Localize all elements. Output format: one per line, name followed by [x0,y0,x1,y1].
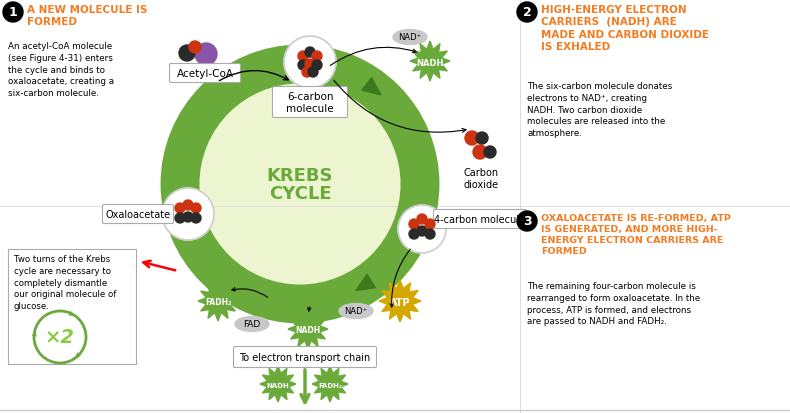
Circle shape [189,42,201,54]
FancyArrowPatch shape [330,48,416,66]
Circle shape [417,214,427,224]
Text: FADH₂: FADH₂ [318,382,342,388]
Circle shape [425,230,435,240]
Circle shape [183,201,193,211]
Text: The six-carbon molecule donates
electrons to NAD⁺, creating
NADH. Two carbon dio: The six-carbon molecule donates electron… [527,82,672,138]
Text: ATP: ATP [389,297,410,307]
Ellipse shape [339,304,373,319]
Text: ×2: ×2 [45,328,75,347]
Circle shape [312,52,322,62]
Polygon shape [362,78,381,96]
Circle shape [465,132,479,146]
Circle shape [517,211,537,231]
Circle shape [398,206,446,254]
FancyBboxPatch shape [170,64,240,83]
Text: NADH: NADH [267,382,289,388]
Circle shape [298,52,308,62]
Text: Carbon
dioxide: Carbon dioxide [464,168,498,189]
FancyArrowPatch shape [307,307,311,311]
Circle shape [192,77,408,292]
Circle shape [175,214,185,223]
Circle shape [409,219,419,230]
Text: NADH: NADH [295,326,321,335]
Circle shape [183,212,193,223]
Text: NAD⁺: NAD⁺ [344,307,367,316]
FancyBboxPatch shape [234,347,377,368]
Circle shape [308,68,318,78]
Polygon shape [260,366,296,402]
Polygon shape [379,280,421,322]
Text: NADH: NADH [416,58,444,67]
Circle shape [284,37,336,89]
Circle shape [312,61,322,71]
Circle shape [162,189,214,240]
FancyArrowPatch shape [333,81,466,133]
Circle shape [305,60,315,70]
FancyArrowPatch shape [232,288,268,298]
FancyBboxPatch shape [273,87,348,118]
Ellipse shape [393,31,427,45]
Text: FADH₂: FADH₂ [205,298,231,307]
Circle shape [191,204,201,214]
Circle shape [175,204,185,214]
Circle shape [179,46,195,62]
Text: The remaining four-carbon molecule is
rearranged to form oxaloacetate. In the
pr: The remaining four-carbon molecule is re… [527,281,700,325]
Circle shape [3,3,23,23]
FancyArrowPatch shape [220,71,288,81]
Text: To electron transport chain: To electron transport chain [239,352,371,362]
Text: Acetyl-CoA: Acetyl-CoA [176,69,234,79]
Text: Oxaloacetate: Oxaloacetate [105,209,171,219]
Circle shape [191,214,201,223]
FancyBboxPatch shape [434,210,526,229]
Text: HIGH-ENERGY ELECTRON
CARRIERS  (NADH) ARE
MADE AND CARBON DIOXIDE
IS EXHALED: HIGH-ENERGY ELECTRON CARRIERS (NADH) ARE… [541,5,709,52]
Text: 3: 3 [523,215,532,228]
Circle shape [302,68,312,78]
Polygon shape [312,366,348,402]
Polygon shape [179,207,194,226]
Text: 1: 1 [9,7,17,19]
Text: FAD: FAD [243,320,261,329]
Circle shape [298,61,308,71]
Circle shape [473,146,487,159]
Circle shape [417,226,427,236]
FancyBboxPatch shape [8,249,136,364]
Text: OXALOACETATE IS RE-FORMED, ATP
IS GENERATED, AND MORE HIGH-
ENERGY ELECTRON CARR: OXALOACETATE IS RE-FORMED, ATP IS GENERA… [541,214,731,256]
Circle shape [305,48,315,58]
Text: 2: 2 [523,7,532,19]
Text: NAD⁺: NAD⁺ [398,33,422,43]
Circle shape [476,133,488,145]
Circle shape [409,230,419,240]
FancyArrowPatch shape [144,261,175,271]
Ellipse shape [235,317,269,332]
Polygon shape [198,281,238,321]
Polygon shape [410,42,450,82]
Text: An acetyl-CoA molecule
(see Figure 4-31) enters
the cycle and binds to
oxaloacet: An acetyl-CoA molecule (see Figure 4-31)… [8,42,114,98]
FancyArrowPatch shape [390,249,410,307]
Polygon shape [288,309,328,349]
Circle shape [195,44,217,66]
Text: A NEW MOLECULE IS
FORMED: A NEW MOLECULE IS FORMED [27,5,148,27]
Text: KREBS: KREBS [267,166,333,185]
Text: 6-carbon
molecule: 6-carbon molecule [286,92,334,114]
Text: Two turns of the Krebs
cycle are necessary to
completely dismantle
our original : Two turns of the Krebs cycle are necessa… [14,254,116,311]
FancyBboxPatch shape [103,205,174,224]
Text: 4-carbon molecule: 4-carbon molecule [435,214,525,224]
Polygon shape [356,275,375,291]
Circle shape [517,3,537,23]
Circle shape [425,219,435,230]
Circle shape [484,147,496,159]
Text: CYCLE: CYCLE [269,185,331,202]
